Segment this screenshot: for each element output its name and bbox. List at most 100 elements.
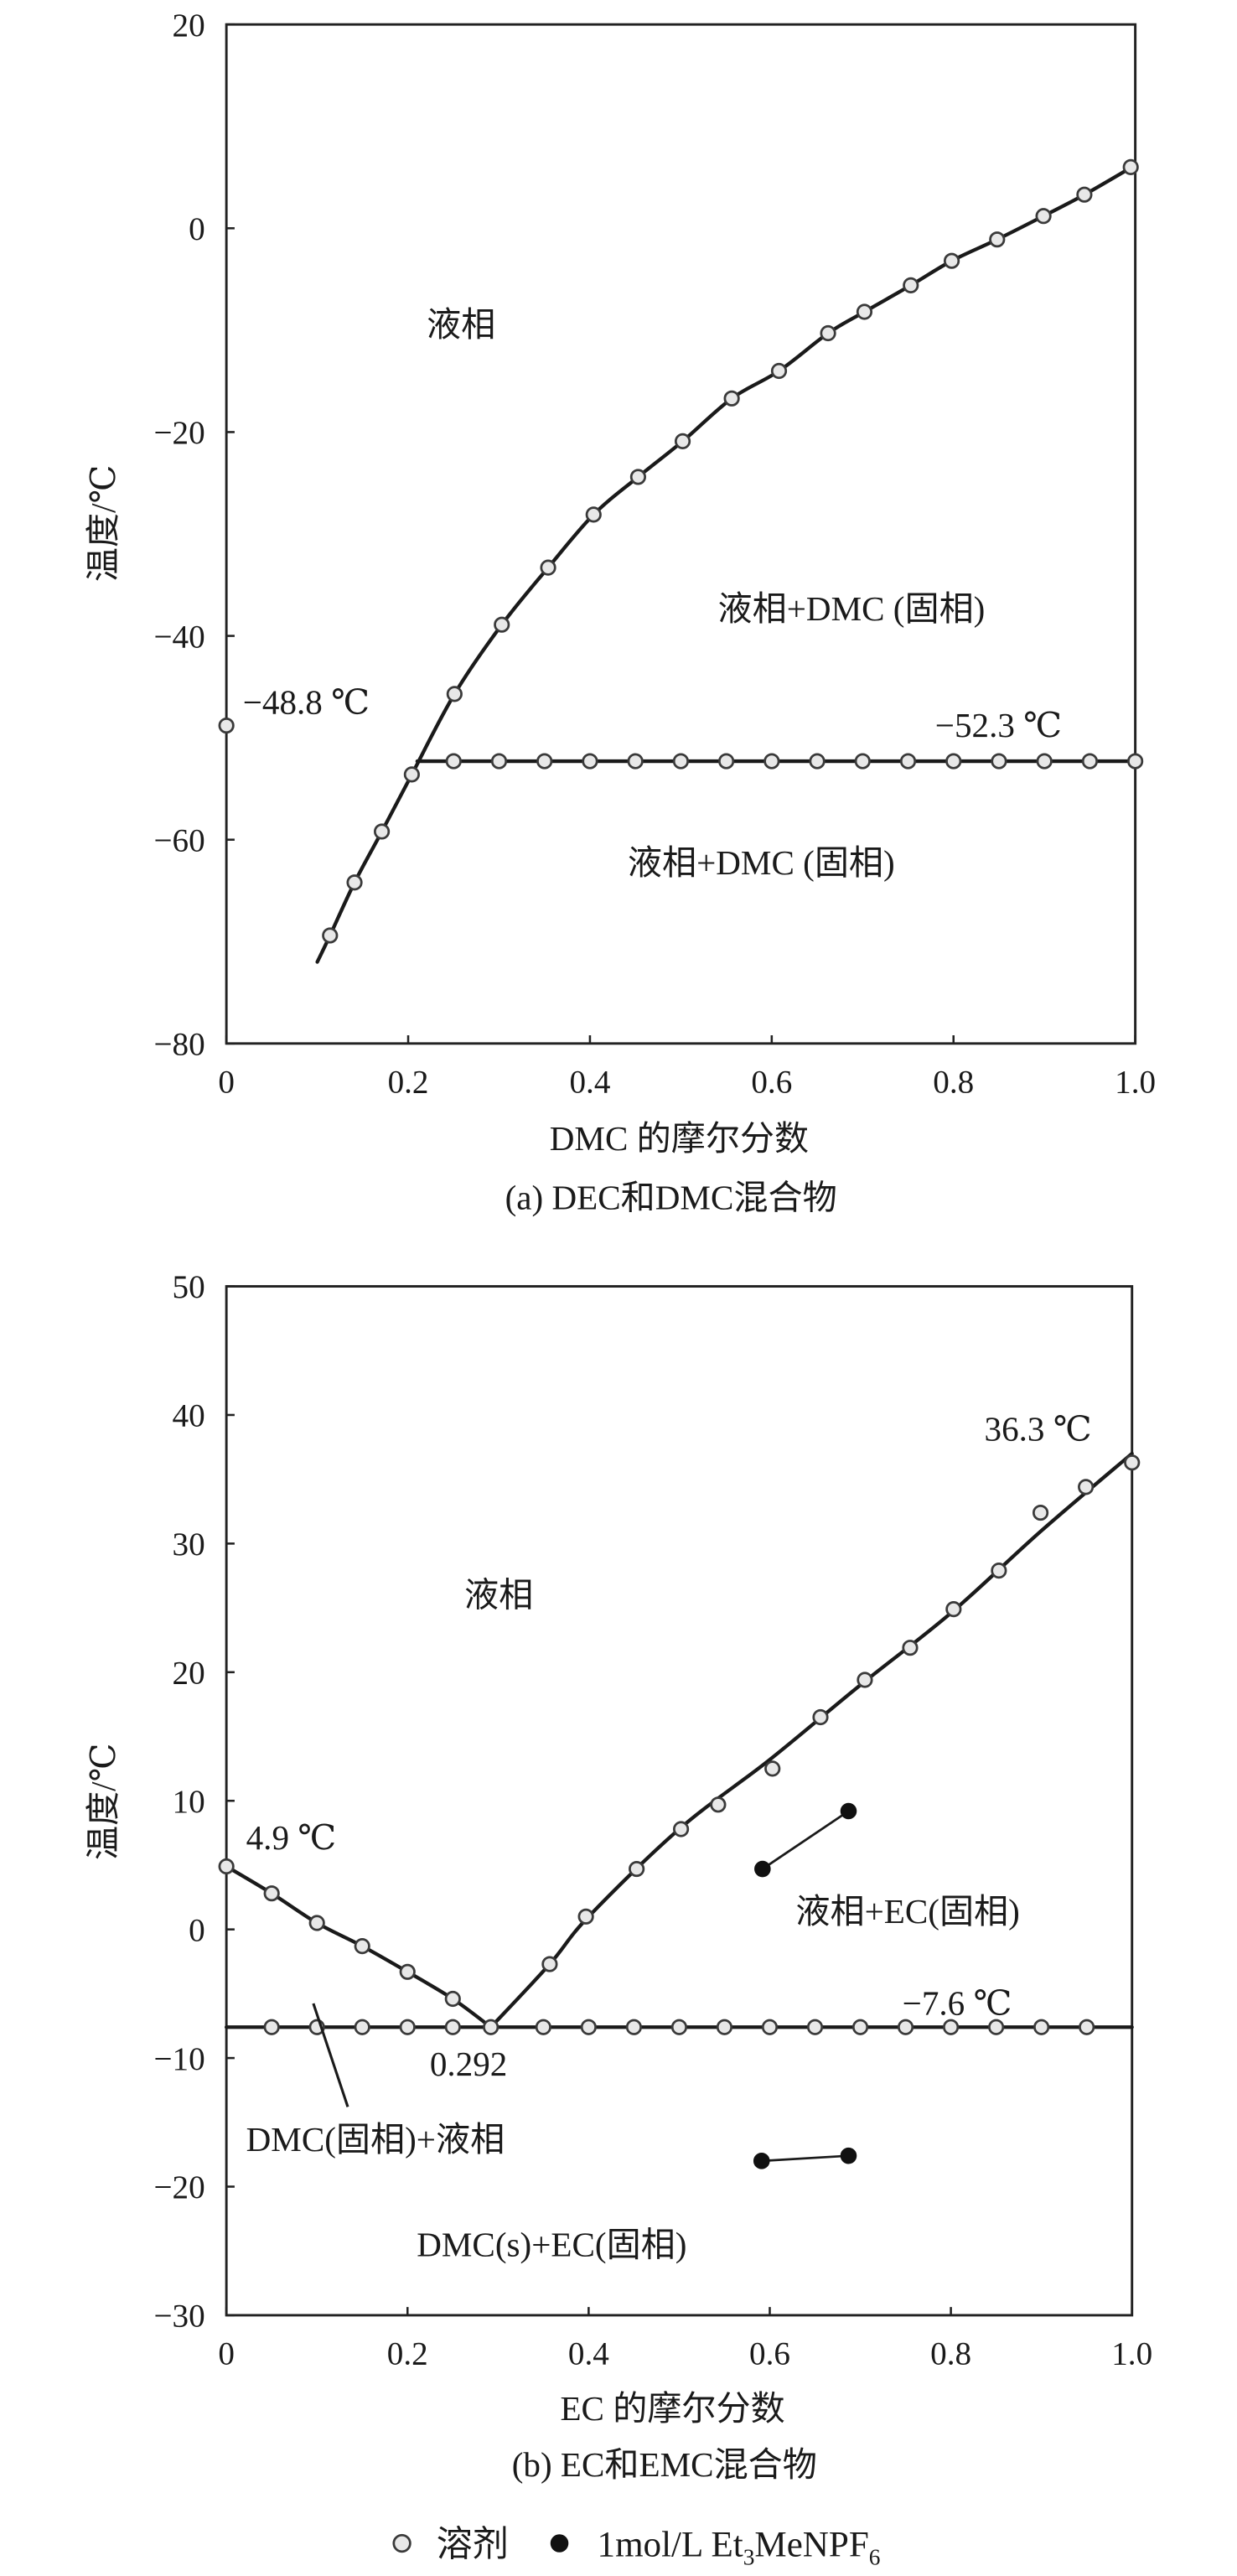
- data-point: [399, 2019, 416, 2035]
- data-point: [857, 1672, 873, 1688]
- data-point: [582, 753, 598, 770]
- data-point-filled: [840, 1802, 857, 1820]
- x-tick-label: 0.4: [569, 1065, 610, 1101]
- x-tick-label: 0: [218, 1065, 235, 1101]
- data-point: [629, 469, 647, 485]
- chart-a-caption: (a) DEC和DMC混合物: [505, 1179, 837, 1217]
- data-point: [1033, 2019, 1050, 2035]
- data-point: [625, 2019, 642, 2035]
- chart-b: 0 0.2 0.4 0.6 0.8 1.0 50 40 30 20 10 0 −10 −20 −30 温度/…: [84, 1269, 1152, 2484]
- legend-open-circle-marker: [392, 2533, 411, 2553]
- chart-b-annotation-dmc-solid-liquid: DMC(固相)+液相: [246, 2120, 505, 2159]
- chart-b-annotation-leader-line: [312, 2003, 349, 2107]
- data-point: [902, 1640, 919, 1656]
- data-point: [580, 2019, 597, 2035]
- data-point: [354, 1938, 370, 1955]
- data-point: [991, 1563, 1007, 1579]
- data-point: [723, 390, 740, 407]
- phase-boundary-line: [489, 1451, 1134, 2029]
- x-tick-label: 0.6: [751, 1065, 792, 1101]
- legend-label-solvent: 溶剂: [437, 2526, 509, 2565]
- data-point: [943, 252, 960, 269]
- data-point: [218, 1858, 235, 1875]
- chart-a-marks: [218, 158, 1144, 964]
- data-point: [943, 2019, 960, 2035]
- data-point: [346, 874, 363, 891]
- y-tick-label: −60: [153, 822, 204, 858]
- chart-a-annotation-eutectic-temperature: −52.3 ℃: [935, 706, 1062, 744]
- data-point: [988, 2019, 1005, 2035]
- x-tick-label: 0.8: [930, 2336, 971, 2372]
- data-point: [1032, 1504, 1049, 1521]
- x-tick-label: 1.0: [1115, 1065, 1156, 1101]
- data-point: [1036, 753, 1053, 770]
- data-point: [263, 2019, 280, 2035]
- data-point: [629, 1860, 645, 1878]
- chart-b-annotation-eutectic-composition: 0.292: [430, 2045, 507, 2083]
- y-tick-label: −20: [153, 2169, 204, 2205]
- chart-a-annotation-dec-melting-point: −48.8 ℃: [243, 682, 370, 721]
- data-point: [670, 2019, 688, 2035]
- data-point: [674, 433, 691, 449]
- data-point: [1127, 753, 1144, 770]
- x-tick-label: 0.4: [568, 2336, 609, 2372]
- y-tick-label: 40: [173, 1398, 205, 1434]
- data-point: [444, 1990, 461, 2008]
- data-point: [1079, 2019, 1095, 2035]
- legend-label-part: MeNPF: [754, 2526, 868, 2565]
- chart-b-annotation-dmc-melting-point: 4.9 ℃: [246, 1818, 337, 1857]
- y-tick-label: −10: [153, 2041, 204, 2077]
- chart-a-annotation-liquid: 液相: [427, 305, 495, 344]
- y-tick-label: −80: [153, 1027, 204, 1063]
- data-point: [945, 1601, 962, 1618]
- chart-b-annotation-eutectic-temperature: −7.6 ℃: [903, 1984, 1012, 2023]
- chart-a: 0 0.2 0.4 0.6 0.8 1.0 20 0 −20 −40 −60 −80 温度/℃ DMC…: [84, 8, 1156, 1217]
- x-tick-label: 1.0: [1111, 2336, 1152, 2372]
- legend-filled-circle-marker: [550, 2534, 569, 2553]
- x-tick-label: 0.2: [387, 2336, 428, 2372]
- data-point: [672, 753, 689, 770]
- data-point: [354, 2019, 370, 2035]
- legend-label-electrolyte: 1mol/L Et3MeNPF6: [598, 2526, 881, 2570]
- data-point: [373, 823, 391, 840]
- legend-label-subscript: 6: [869, 2544, 881, 2569]
- y-tick-label: −30: [153, 2299, 204, 2335]
- data-point: [809, 753, 826, 770]
- data-point: [716, 2019, 733, 2035]
- y-tick-label: 50: [173, 1269, 205, 1305]
- chart-a-annotation-liquid-dmc-lower: 液相+DMC (固相): [628, 843, 895, 882]
- data-point: [577, 1908, 594, 1925]
- electrolyte-connector-line: [762, 1810, 850, 1870]
- x-tick-label: 0.6: [749, 2336, 790, 2372]
- data-point: [536, 753, 553, 770]
- data-point: [218, 717, 235, 734]
- legend-item-electrolyte: 1mol/L Et3MeNPF6: [550, 2526, 881, 2570]
- y-tick-label: 30: [173, 1526, 205, 1563]
- data-point: [851, 2019, 869, 2035]
- chart-b-annotation-ec-melting-point: 36.3 ℃: [985, 1410, 1092, 1449]
- data-point: [403, 766, 420, 783]
- data-point: [541, 1956, 558, 1972]
- y-tick-label: 0: [189, 1912, 205, 1948]
- data-point: [535, 2019, 551, 2035]
- data-point: [989, 231, 1006, 248]
- data-point-filled: [753, 2153, 770, 2169]
- data-point: [854, 753, 871, 770]
- data-point: [812, 1708, 829, 1726]
- data-point: [444, 2019, 461, 2035]
- chart-b-y-axis-title: 温度/℃: [84, 1743, 122, 1860]
- data-point-filled: [840, 2147, 857, 2164]
- legend: 溶剂 1mol/L Et3MeNPF6: [392, 2526, 881, 2570]
- y-tick-label: −40: [153, 619, 204, 655]
- data-point: [763, 753, 780, 770]
- data-point: [718, 753, 735, 770]
- chart-a-x-axis-title: DMC 的摩尔分数: [550, 1119, 809, 1158]
- data-point: [820, 324, 836, 342]
- legend-label-subscript: 3: [743, 2544, 755, 2569]
- data-point: [764, 1760, 781, 1777]
- data-point: [1035, 208, 1052, 225]
- data-point: [710, 1796, 727, 1813]
- data-point: [806, 2019, 824, 2035]
